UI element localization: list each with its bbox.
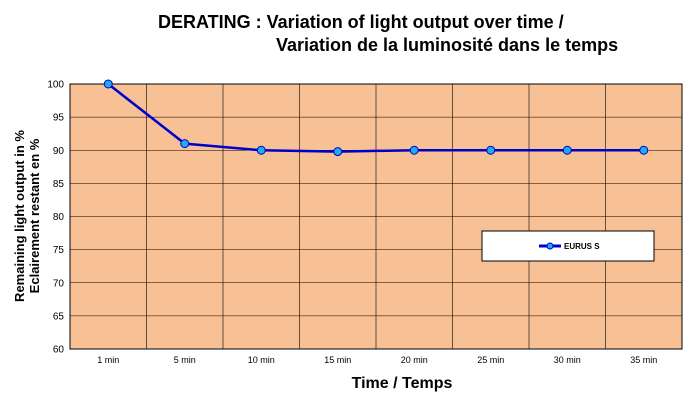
x-axis-ticks: 1 min 5 min 10 min 15 min 20 min 25 min 30 min… [97,355,657,365]
x-tick-label: 10 min [248,355,275,365]
y-tick-label: 65 [53,311,65,322]
y-tick-label: 60 [53,345,65,356]
series-line [107,83,644,153]
series-layer [103,79,649,157]
legend-label-eurus-s: EURUS S [564,242,600,251]
y-axis-ticks: 60 65 70 75 80 85 90 95 100 [47,80,64,356]
data-point [486,145,496,155]
y-tick-label: 95 [53,113,65,124]
x-axis-title: Time / Temps [352,375,453,392]
y-tick-label: 80 [53,212,65,223]
data-point [180,139,190,149]
y-axis-title-line-1: Remaining light output in % [12,130,27,302]
legend-marker [546,242,554,250]
data-point [409,145,419,155]
y-tick-label: 70 [53,278,65,289]
y-axis-title-line-2: Eclairement restant en % [27,138,42,293]
y-tick-label: 90 [53,146,65,157]
x-tick-label: 1 min [97,355,119,365]
y-tick-label: 85 [53,179,65,190]
x-tick-label: 15 min [324,355,351,365]
legend: EURUS S [481,230,655,262]
data-point [562,145,572,155]
x-tick-label: 20 min [401,355,428,365]
y-tick-label: 100 [47,80,64,91]
y-axis-title: Remaining light output in % Eclairement … [12,130,42,302]
x-tick-label: 5 min [174,355,196,365]
y-tick-label: 75 [53,245,65,256]
chart-title-line-1: DERATING : Variation of light output ove… [158,12,564,32]
legend-box [481,230,655,262]
data-point [256,145,266,155]
data-point [103,79,113,89]
chart-title-line-2: Variation de la luminosité dans le temps [276,35,618,55]
x-tick-label: 30 min [554,355,581,365]
x-tick-label: 25 min [477,355,504,365]
data-point [333,147,343,157]
data-point [639,145,649,155]
x-tick-label: 35 min [630,355,657,365]
